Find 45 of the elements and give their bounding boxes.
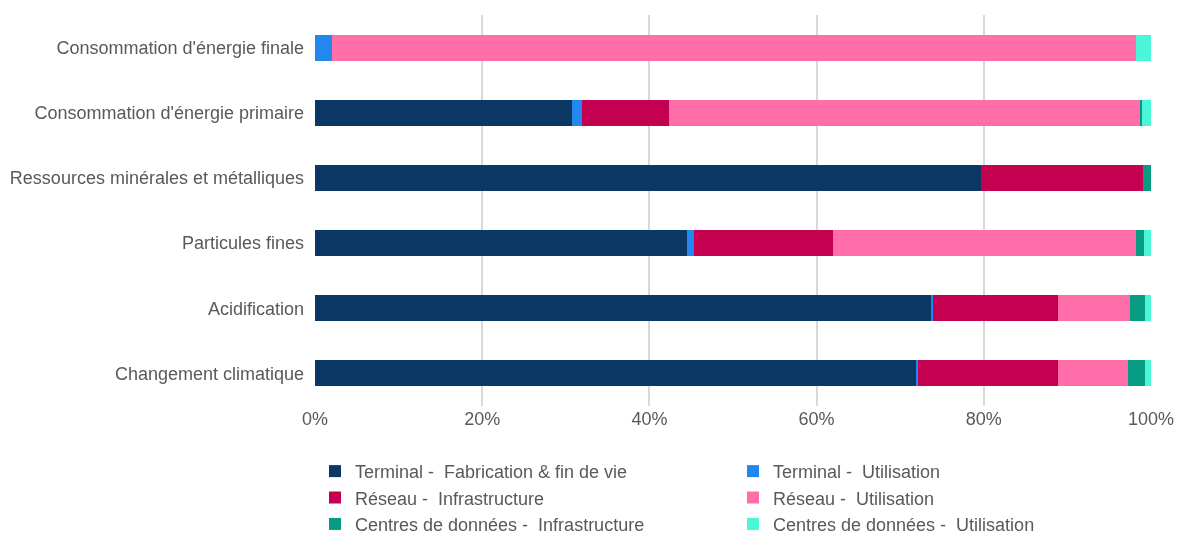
bar bbox=[1128, 360, 1146, 387]
bar bbox=[571, 99, 582, 126]
bar bbox=[668, 99, 1141, 126]
bar bbox=[1141, 99, 1151, 126]
bar bbox=[1144, 230, 1151, 257]
bar bbox=[693, 230, 834, 257]
bar bbox=[315, 164, 982, 191]
legend-label: Centres de données - Utilisation bbox=[773, 514, 1035, 535]
legend-label: Centres de données - Infrastructure bbox=[355, 514, 645, 535]
legend-label: Terminal - Fabrication & fin de vie bbox=[355, 462, 628, 483]
bar bbox=[331, 34, 1136, 61]
bar bbox=[315, 34, 332, 61]
y-tick-label: Acidification bbox=[207, 298, 304, 319]
bar bbox=[315, 295, 932, 322]
bar bbox=[981, 164, 1143, 191]
y-tick-label: Particules fines bbox=[181, 233, 304, 254]
x-tick-label: 40% bbox=[631, 409, 668, 429]
bar bbox=[1145, 295, 1151, 322]
bar bbox=[917, 360, 1059, 387]
legend-label: Terminal - Utilisation bbox=[773, 462, 941, 483]
bar bbox=[1135, 34, 1151, 61]
bar bbox=[687, 230, 694, 257]
bar bbox=[932, 295, 1059, 322]
bar bbox=[1058, 360, 1129, 387]
bar bbox=[315, 230, 688, 257]
legend-label: Réseau - Infrastructure bbox=[355, 488, 545, 509]
x-tick-label: 100% bbox=[1127, 409, 1175, 429]
bar bbox=[1130, 295, 1146, 322]
y-tick-label: Consommation d'énergie primaire bbox=[34, 103, 304, 124]
y-tick-label: Ressources minérales et métalliques bbox=[9, 168, 304, 189]
x-tick-label: 60% bbox=[798, 409, 835, 429]
legend-label: Réseau - Utilisation bbox=[773, 488, 935, 509]
y-tick-label: Consommation d'énergie finale bbox=[56, 37, 304, 58]
bar bbox=[581, 99, 669, 126]
x-tick-label: 20% bbox=[464, 409, 501, 429]
bar bbox=[1145, 360, 1151, 387]
x-tick-label: 80% bbox=[965, 409, 1002, 429]
y-tick-label: Changement climatique bbox=[114, 363, 304, 384]
bar bbox=[315, 360, 917, 387]
bar bbox=[1135, 230, 1145, 257]
x-tick-label: 0% bbox=[301, 409, 329, 429]
bar bbox=[833, 230, 1136, 257]
bar bbox=[1058, 295, 1131, 322]
bar bbox=[315, 99, 572, 126]
bar bbox=[1142, 164, 1151, 191]
